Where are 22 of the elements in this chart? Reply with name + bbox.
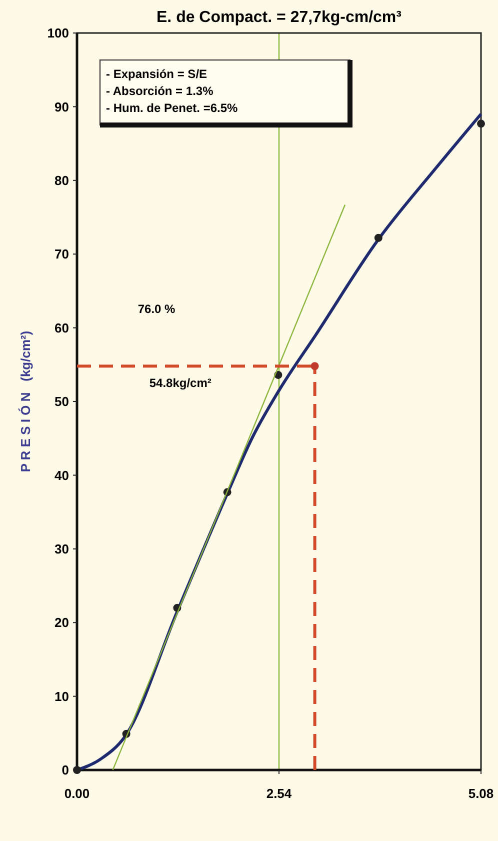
y-axis-title: P R E S I Ó N (kg/cm²) [18,330,33,472]
y-tick-label: 50 [54,394,69,410]
y-tick-label: 90 [54,99,69,114]
annotation: - Absorción = 1.3% [106,84,214,98]
y-tick-label: 80 [54,172,69,188]
chart-title: E. de Compact. = 27,7kg-cm/cm³ [156,9,402,26]
annotation: - Expansión = S/E [106,67,208,81]
note-box: - Expansión = S/E - Absorción = 1.3% - Hum. de Penet. =6.5% [100,60,352,128]
y-tick-label: 60 [54,320,69,336]
y-tick-label: 10 [54,688,69,704]
x-tick-label: 5.08 [468,786,494,801]
y-tick-label: 100 [47,26,69,41]
annotation: - Hum. de Penet. =6.5% [106,101,238,115]
y-tick-label: 70 [54,246,69,262]
annotation: 54.8kg/cm² [149,376,212,390]
y-tick-label: 30 [54,541,69,556]
y-tick-label: 40 [54,468,69,483]
y-tick-label: 20 [54,615,69,630]
y-tick-label: 0 [62,762,69,778]
x-tick-label: 0.00 [64,786,90,801]
annotation: 76.0 % [138,302,176,316]
x-tick-label: 2.54 [266,786,292,801]
